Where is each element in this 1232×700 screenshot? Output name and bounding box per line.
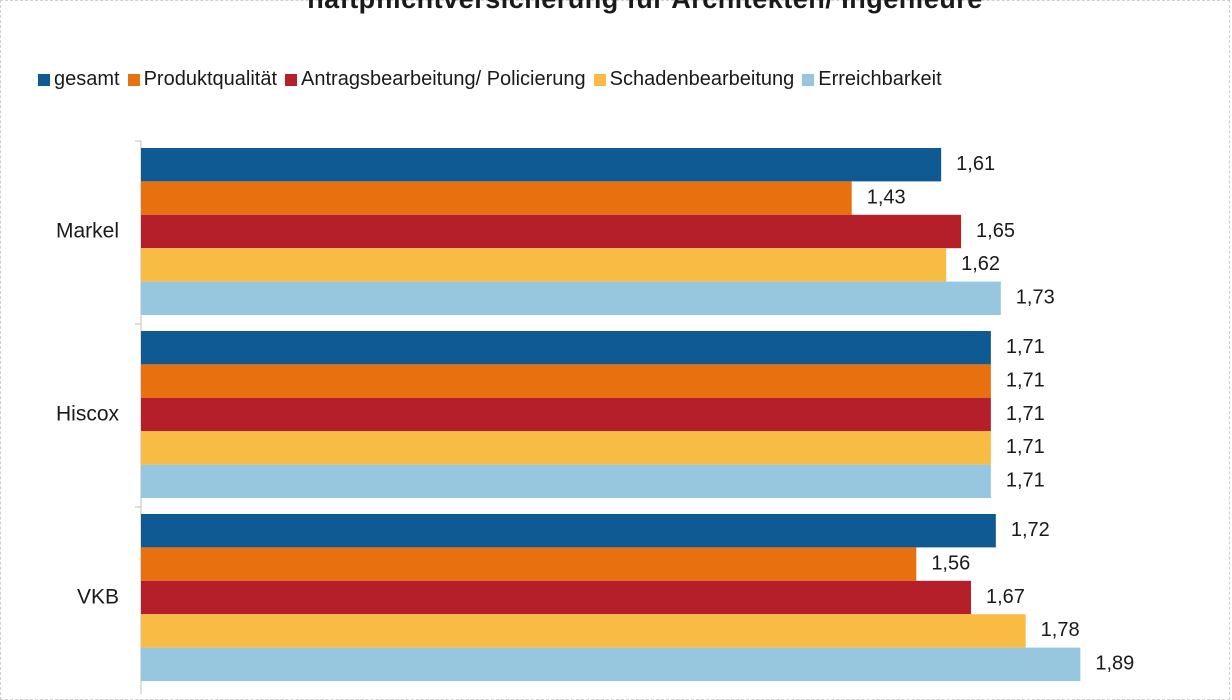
bar: [141, 281, 1001, 315]
chart-title: haftpflichtversicherung für Architekten/…: [0, 0, 1232, 15]
legend-swatch: [802, 73, 815, 86]
bar: [141, 214, 962, 249]
bar: [141, 614, 1026, 648]
legend: gesamt Produktqualität Antragsbearbeitun…: [38, 68, 950, 91]
data-label: 1,71: [1006, 470, 1045, 492]
data-label: 1,89: [1095, 653, 1134, 675]
category-label: Hiscox: [56, 403, 120, 426]
bar: [141, 580, 971, 615]
legend-label: Schadenbearbeitung: [609, 68, 795, 90]
bar: [141, 248, 947, 282]
legend-item: gesamt: [38, 68, 120, 91]
data-label: 1,65: [976, 220, 1015, 242]
category-label: Markel: [56, 220, 119, 243]
data-label: 1,73: [1016, 287, 1055, 309]
bar: [141, 431, 991, 465]
legend-swatch: [285, 73, 298, 86]
legend-swatch: [127, 73, 140, 86]
bar: [141, 397, 991, 432]
data-label: 1,78: [1041, 619, 1080, 641]
data-label: 1,67: [986, 586, 1025, 608]
bar: [141, 514, 996, 548]
legend-swatch: [38, 73, 50, 86]
bar: [141, 148, 942, 182]
bar: [141, 464, 991, 498]
data-label: 1,61: [956, 153, 995, 175]
data-label: 1,62: [961, 253, 1000, 275]
legend-label: gesamt: [54, 68, 120, 90]
data-label: 1,71: [1006, 403, 1045, 425]
bar: [141, 647, 1081, 681]
bar: [141, 331, 991, 365]
data-label: 1,43: [867, 186, 906, 208]
data-label: 1,71: [1006, 336, 1045, 358]
category-label: VKB: [77, 586, 119, 609]
bar: [141, 181, 852, 215]
data-label: 1,71: [1006, 369, 1045, 391]
legend-item: Schadenbearbeitung: [593, 68, 795, 91]
legend-item: Antragsbearbeitung/ Policierung: [285, 68, 586, 91]
data-label: 1,72: [1011, 519, 1050, 541]
legend-label: Produktqualität: [143, 68, 278, 90]
bar: [141, 547, 917, 581]
data-label: 1,56: [931, 552, 970, 574]
legend-item: Produktqualität: [127, 68, 278, 91]
data-label: 1,71: [1006, 436, 1045, 458]
legend-label: Antragsbearbeitung/ Policierung: [301, 68, 586, 90]
legend-swatch: [593, 73, 606, 86]
legend-item: Erreichbarkeit: [802, 68, 942, 91]
bar: [141, 364, 991, 398]
legend-label: Erreichbarkeit: [818, 68, 942, 90]
